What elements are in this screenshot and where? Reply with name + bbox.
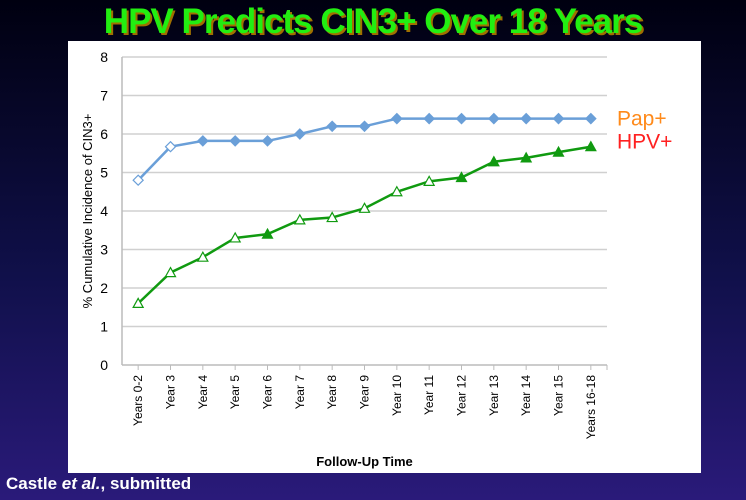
data-point: [196, 250, 209, 262]
chart-panel: 0 1 2 3 4 5 6 7 8 Years 0-2 Year 3 Year 4 Year 5 Year…: [68, 41, 701, 473]
data-point: [390, 112, 403, 125]
data-point: [552, 145, 565, 157]
y-tick-label: 1: [100, 319, 108, 335]
data-point: [132, 174, 145, 187]
data-point: [552, 112, 565, 125]
x-tick-label: Year 10: [390, 375, 404, 416]
data-point: [584, 140, 597, 152]
x-tick-label: Year 12: [455, 375, 469, 416]
series-label: HPV+: [617, 131, 672, 154]
data-point: [229, 231, 242, 243]
x-tick-label: Years 16-18: [584, 375, 598, 440]
x-tick-label: Year 14: [519, 375, 533, 416]
citation-status: , submitted: [100, 474, 192, 493]
data-point: [455, 112, 468, 125]
slide-title: HPV Predicts CIN3+ Over 18 Years: [103, 2, 643, 41]
data-point: [487, 155, 500, 167]
line-chart: 0 1 2 3 4 5 6 7 8 Years 0-2 Year 3 Year 4 Year 5 Year…: [80, 49, 672, 469]
data-point: [423, 175, 436, 186]
x-tick-label: Year 15: [552, 375, 566, 416]
data-point: [358, 202, 371, 213]
data-point: [293, 213, 306, 225]
data-point: [196, 135, 209, 147]
data-point: [132, 297, 145, 308]
x-tick-label: Year 13: [487, 375, 501, 416]
y-tick-label: 2: [100, 280, 108, 296]
y-tick-label: 7: [100, 88, 108, 104]
y-tick-label: 8: [100, 49, 108, 65]
x-tick-label: Year 9: [358, 375, 372, 410]
data-point: [261, 135, 274, 147]
data-point: [455, 171, 468, 183]
data-point: [326, 211, 339, 223]
data-point: [423, 112, 436, 125]
data-point: [261, 227, 274, 239]
y-tick-label: 5: [100, 165, 108, 181]
data-point: [358, 120, 371, 133]
data-point: [229, 135, 242, 147]
x-tick-label: Years 0-2: [131, 375, 145, 426]
data-point: [520, 112, 533, 125]
data-point: [390, 185, 403, 197]
y-tick-label: 6: [100, 126, 108, 142]
y-tick-label: 0: [100, 357, 108, 373]
x-tick-label: Year 5: [228, 375, 242, 410]
y-tick-label: 3: [100, 242, 108, 258]
x-tick-label: Year 3: [164, 375, 178, 410]
x-axis-title: Follow-Up Time: [316, 454, 413, 469]
series-label: Pap+: [617, 108, 667, 131]
series-line-HPV+: [137, 145, 592, 305]
citation-author: Castle: [6, 474, 62, 493]
data-point: [520, 151, 533, 163]
data-point: [293, 128, 306, 140]
x-tick-label: Year 6: [261, 375, 275, 410]
x-tick-label: Year 8: [325, 375, 339, 410]
citation-etal: et al.: [61, 474, 101, 493]
x-tick-label: Year 4: [196, 375, 210, 410]
y-tick-label: 4: [100, 203, 108, 219]
data-point: [164, 140, 177, 153]
data-point: [584, 112, 597, 125]
x-tick-label: Year 7: [293, 375, 307, 410]
data-point: [487, 112, 500, 125]
citation: Castle et al., submitted: [6, 474, 191, 494]
data-point: [326, 120, 339, 133]
x-tick-label: Year 11: [422, 375, 436, 415]
data-point: [164, 266, 177, 278]
y-axis-title: % Cumulative Incidence of CIN3+: [80, 114, 95, 309]
